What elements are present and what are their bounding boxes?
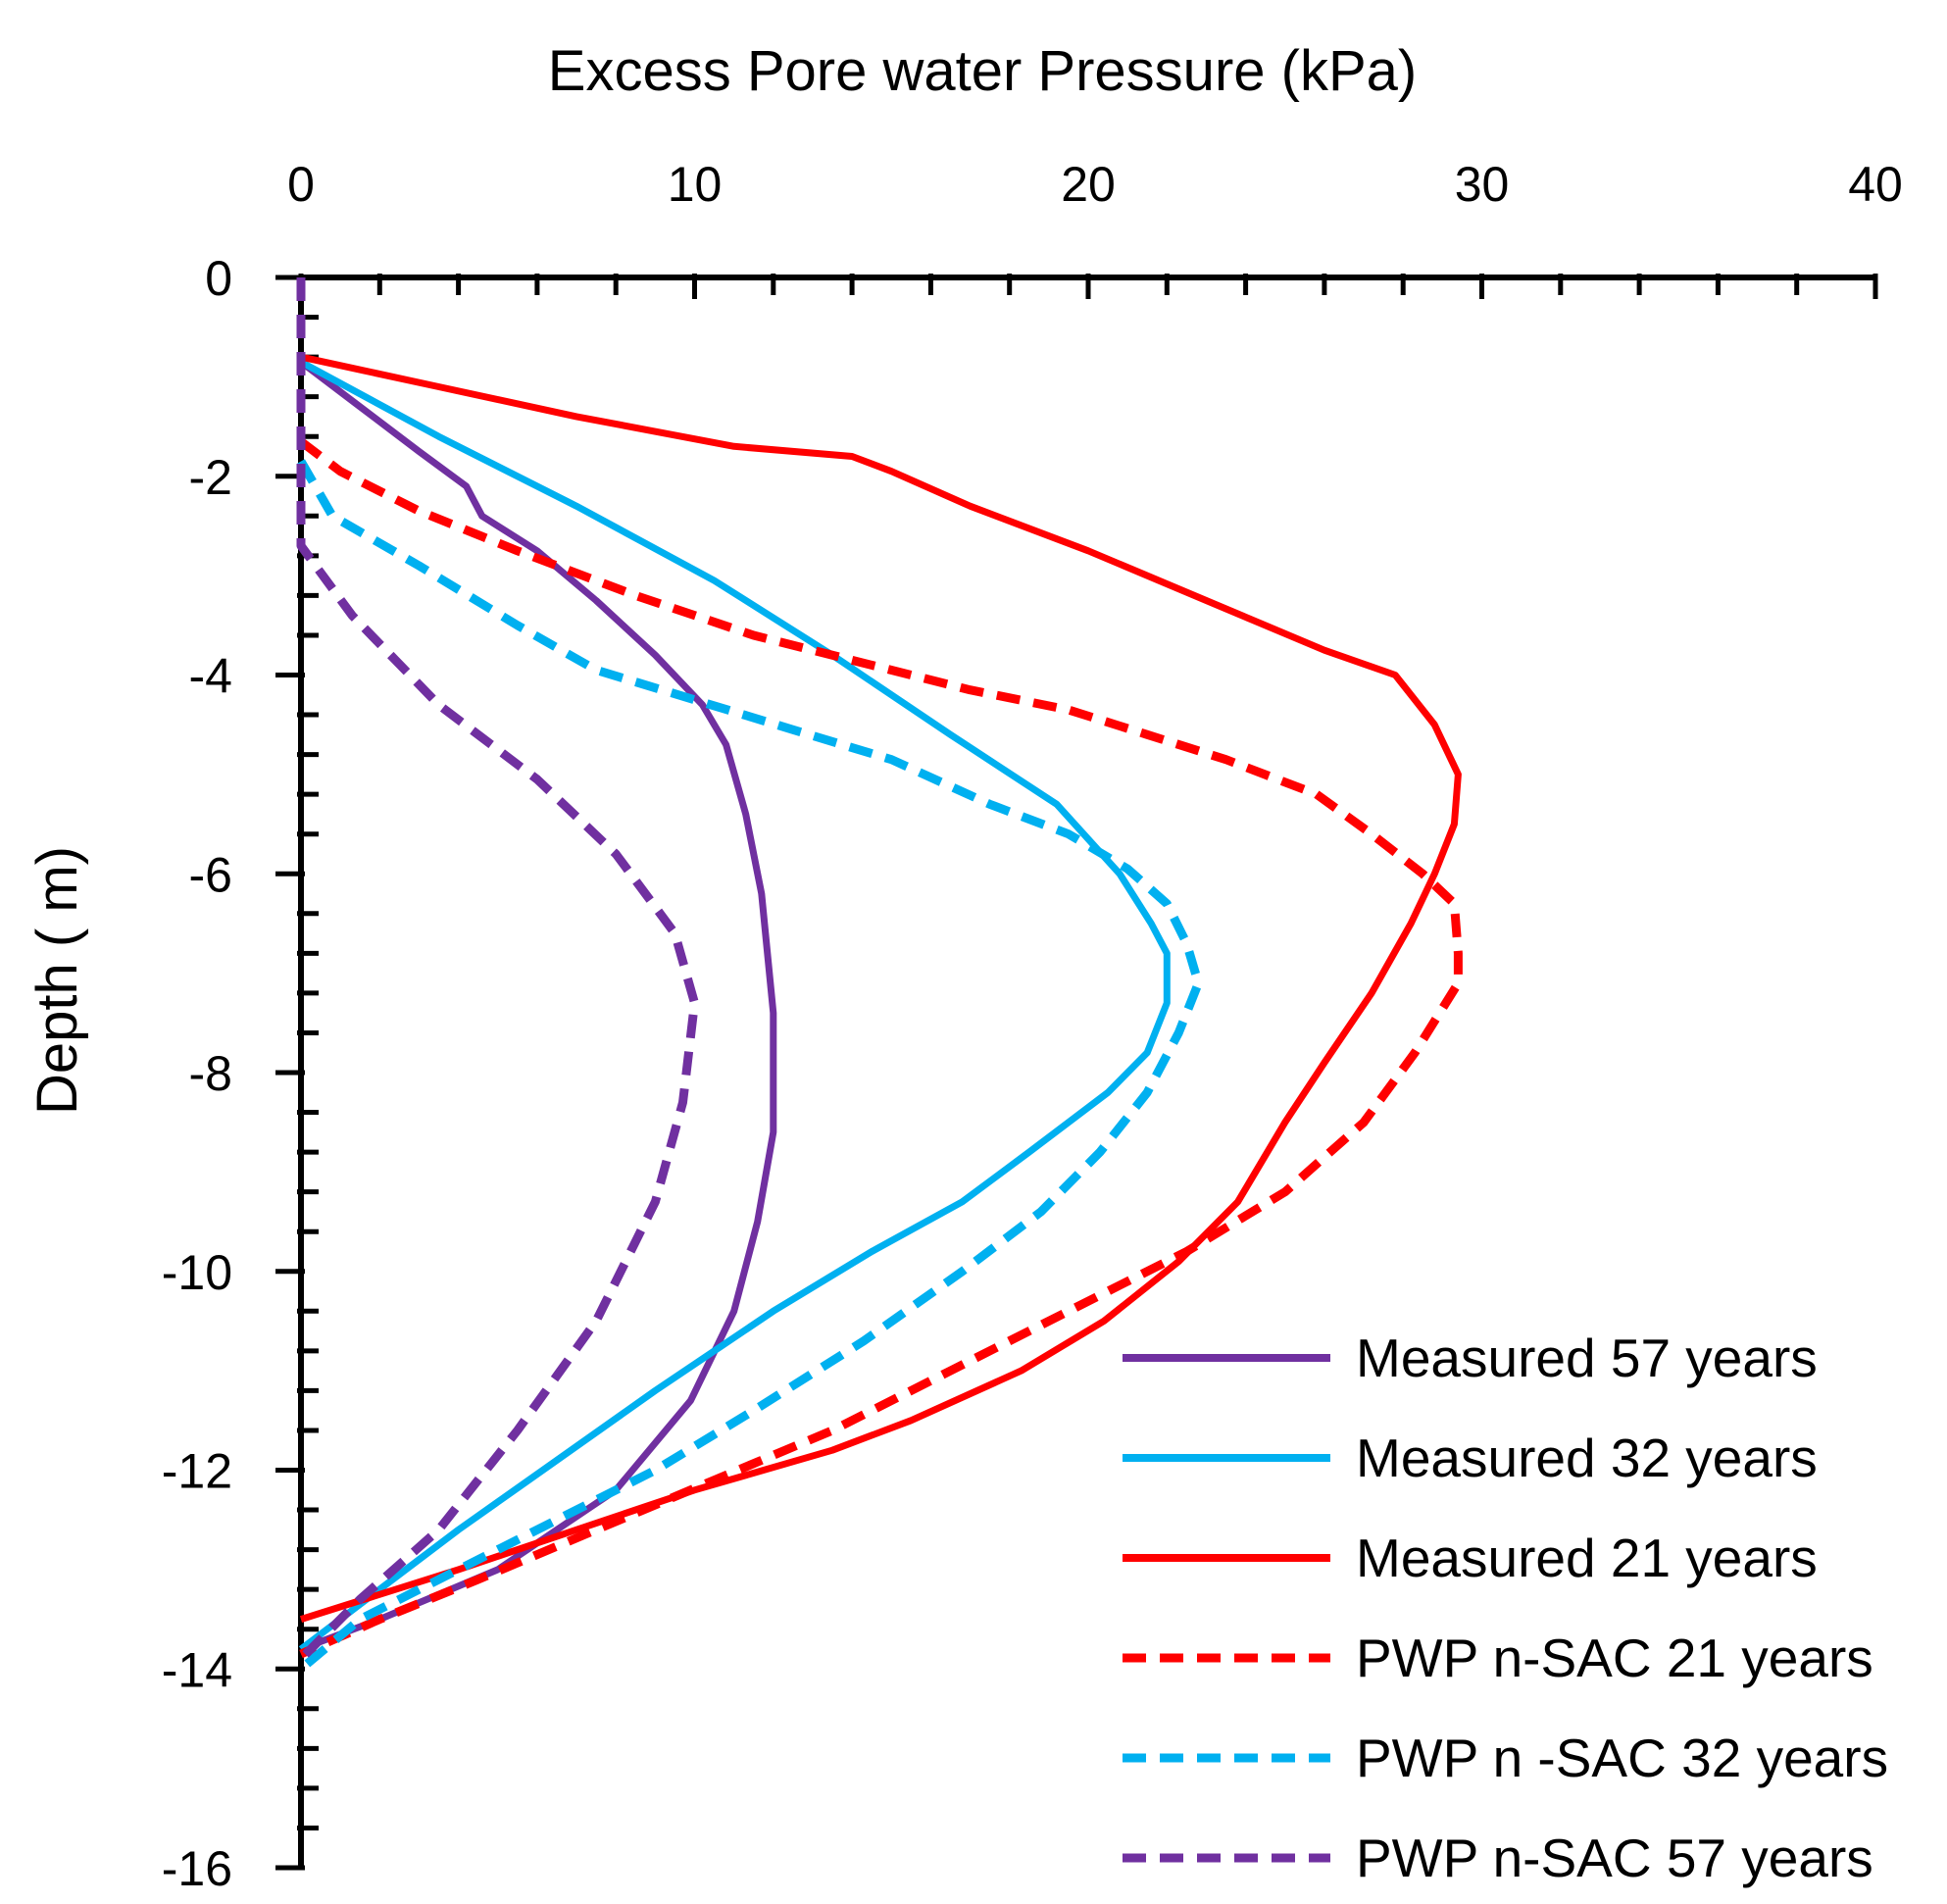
x-axis-title: Excess Pore water Pressure (kPa) <box>548 39 1417 103</box>
y-tick-label: 0 <box>205 251 232 306</box>
y-tick-label: -8 <box>189 1046 232 1101</box>
legend-label: Measured 57 years <box>1356 1328 1818 1388</box>
x-tick-label: 20 <box>1061 157 1116 212</box>
y-axis-title: Depth ( m) <box>25 846 89 1115</box>
series-line-2 <box>298 359 1171 1652</box>
y-tick-label: -16 <box>162 1841 232 1896</box>
y-tick-label: -4 <box>189 649 232 704</box>
legend-label: Measured 21 years <box>1356 1528 1818 1588</box>
series-line-3 <box>299 353 1462 1623</box>
y-tick-label: -2 <box>189 450 232 505</box>
x-tick-label: 0 <box>287 157 315 212</box>
legend-label: PWP n-SAC 57 years <box>1356 1828 1873 1888</box>
x-tick-label: 30 <box>1455 157 1510 212</box>
y-tick-label: -14 <box>162 1642 232 1697</box>
y-tick-label: -6 <box>189 847 232 902</box>
x-tick-label: 10 <box>668 157 723 212</box>
legend-label: PWP n -SAC 32 years <box>1356 1728 1888 1788</box>
series-line-1 <box>298 359 777 1653</box>
y-tick-label: -10 <box>162 1245 232 1300</box>
x-tick-label: 40 <box>1848 157 1903 212</box>
legend-label: PWP n-SAC 21 years <box>1356 1628 1873 1688</box>
legend-label: Measured 32 years <box>1356 1428 1818 1488</box>
y-tick-label: -12 <box>162 1444 232 1499</box>
series-line-5 <box>297 459 1203 1673</box>
series-line-6 <box>296 277 699 1663</box>
series-line-4 <box>298 437 1463 1659</box>
